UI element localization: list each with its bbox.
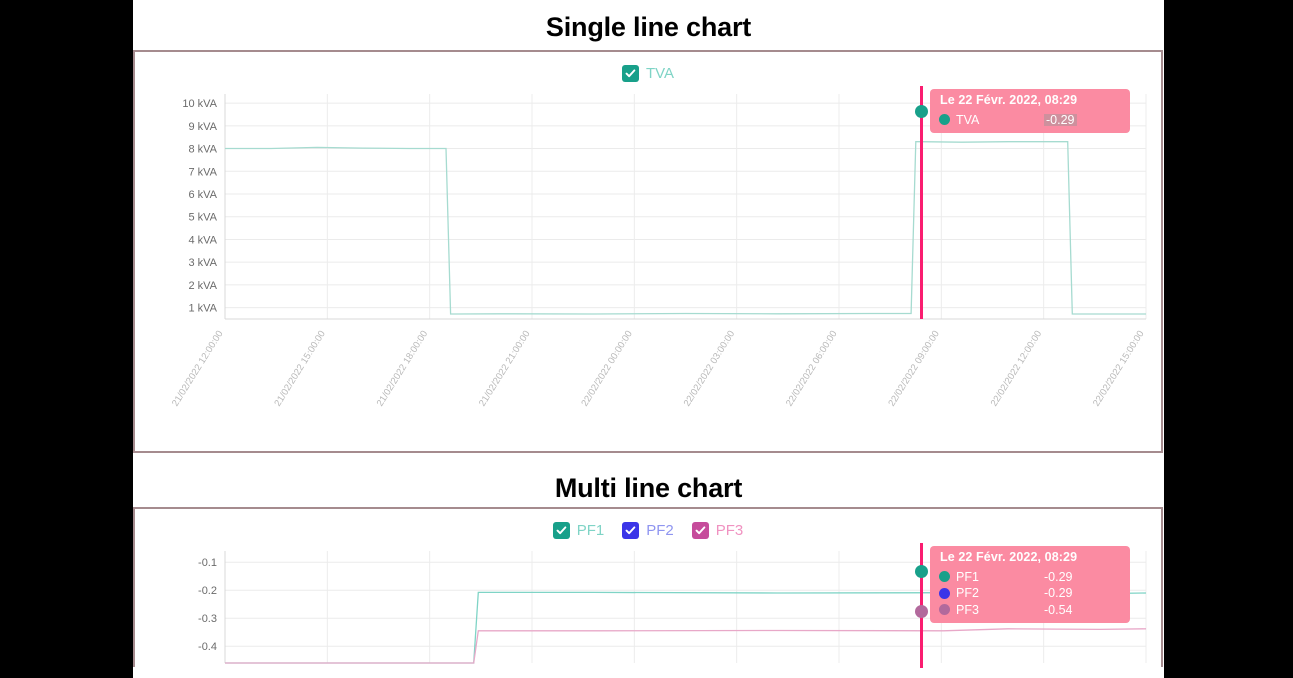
checkbox-pf1-icon[interactable] — [552, 521, 570, 539]
svg-text:9 kVA: 9 kVA — [188, 121, 217, 133]
svg-text:22/02/2022 15:00:00: 22/02/2022 15:00:00 — [1091, 329, 1147, 409]
svg-text:21/02/2022 15:00:00: 21/02/2022 15:00:00 — [272, 329, 328, 409]
legend-item-pf2[interactable]: PF2 — [622, 521, 674, 539]
svg-text:3 kVA: 3 kVA — [188, 257, 217, 269]
svg-text:4 kVA: 4 kVA — [188, 234, 217, 246]
svg-text:-0.3: -0.3 — [198, 613, 217, 625]
checkbox-pf3-icon[interactable] — [691, 521, 709, 539]
svg-text:2 kVA: 2 kVA — [188, 280, 217, 292]
legend-item-pf1[interactable]: PF1 — [552, 521, 605, 539]
multi-chart-legend: PF1 PF2 PF3 — [135, 509, 1161, 543]
single-chart-legend: TVA — [135, 52, 1161, 86]
legend-label-pf3: PF3 — [715, 521, 744, 539]
single-chart-svg: 10 kVA 9 kVA 8 kVA 7 kVA 6 kVA 5 kVA 4 kVA 3 kV… — [170, 94, 1147, 409]
svg-text:5 kVA: 5 kVA — [188, 212, 217, 224]
legend-label-pf1: PF1 — [576, 521, 605, 539]
svg-text:21/02/2022 12:00:00: 21/02/2022 12:00:00 — [170, 329, 226, 409]
svg-text:1 kVA: 1 kVA — [188, 303, 217, 315]
multi-chart-cursor-marker-pf3 — [915, 605, 928, 618]
single-chart-crosshair — [920, 86, 923, 319]
page-title-multi-line-chart: Multi line chart — [554, 473, 743, 503]
legend-item-pf3[interactable]: PF3 — [691, 521, 744, 539]
multi-chart-cursor-marker-pf1 — [915, 565, 928, 578]
svg-text:8 kVA: 8 kVA — [188, 144, 217, 156]
multi-chart-svg: -0.1 -0.2 -0.3 -0.4 — [198, 551, 1147, 664]
svg-text:22/02/2022 03:00:00: 22/02/2022 03:00:00 — [682, 329, 738, 409]
document-column: Single line chart TVA 10 kVA 9 kVA 8 kVA 7 … — [133, 0, 1164, 678]
svg-text:21/02/2022 21:00:00: 21/02/2022 21:00:00 — [477, 329, 533, 409]
checkbox-tva-icon[interactable] — [621, 64, 639, 82]
svg-text:10 kVA: 10 kVA — [182, 98, 217, 110]
svg-text:-0.2: -0.2 — [198, 585, 217, 597]
svg-text:22/02/2022 12:00:00: 22/02/2022 12:00:00 — [989, 329, 1045, 409]
svg-text:6 kVA: 6 kVA — [188, 189, 217, 201]
single-chart-cursor-marker — [915, 105, 928, 118]
checkbox-pf2-icon[interactable] — [622, 521, 640, 539]
single-chart-plot-area: 10 kVA 9 kVA 8 kVA 7 kVA 6 kVA 5 kVA 4 kVA 3 kV… — [135, 86, 1161, 436]
svg-text:-0.1: -0.1 — [198, 557, 217, 569]
legend-item-tva[interactable]: TVA — [621, 64, 675, 82]
svg-text:22/02/2022 00:00:00: 22/02/2022 00:00:00 — [579, 329, 635, 409]
legend-label-tva: TVA — [645, 64, 675, 82]
legend-label-pf2: PF2 — [646, 521, 674, 539]
svg-text:21/02/2022 18:00:00: 21/02/2022 18:00:00 — [375, 329, 431, 409]
page-title-single-line-chart: Single line chart — [545, 12, 752, 42]
svg-text:-0.4: -0.4 — [198, 641, 217, 653]
multi-chart-plot-area: -0.1 -0.2 -0.3 -0.4 Le 22 Févr. 2022, 08:29… — [135, 543, 1161, 668]
svg-text:22/02/2022 09:00:00: 22/02/2022 09:00:00 — [886, 329, 942, 409]
single-line-chart-card: TVA 10 kVA 9 kVA 8 kVA 7 kVA 6 kVA 5 kVA 4 kVA… — [133, 50, 1163, 453]
svg-text:7 kVA: 7 kVA — [188, 166, 217, 178]
svg-text:22/02/2022 06:00:00: 22/02/2022 06:00:00 — [784, 329, 840, 409]
multi-line-chart-card: PF1 PF2 PF3 -0.1 -0.2 -0.3 -0.4 — [133, 507, 1163, 668]
